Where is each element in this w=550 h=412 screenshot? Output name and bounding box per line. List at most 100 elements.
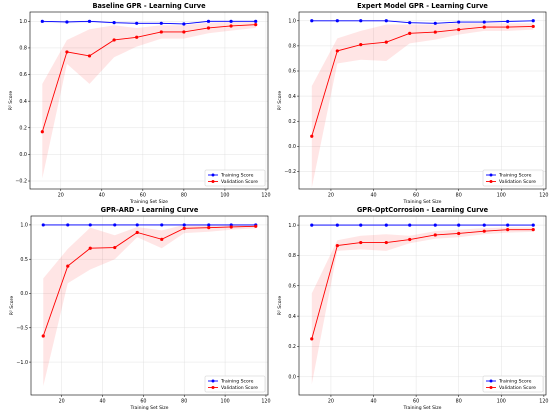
x-tick-label: 80 [456, 193, 462, 199]
data-point-training [113, 223, 117, 227]
data-point-training [433, 223, 437, 227]
data-point-validation [229, 225, 233, 229]
legend-marker-training [489, 173, 493, 177]
data-point-validation [112, 38, 116, 42]
y-axis-label: R² Score [8, 91, 14, 111]
data-point-validation [66, 264, 70, 268]
data-point-validation [206, 26, 211, 30]
legend-label-validation: Validation Score [499, 385, 536, 391]
data-point-validation [359, 43, 363, 47]
y-tick-label: −1.0 [16, 360, 28, 366]
plot-area [310, 223, 535, 385]
data-point-validation [457, 27, 461, 32]
axes-frame [298, 11, 547, 190]
plot-area [41, 223, 258, 387]
chart-panel-2: 20 40 60 80 100 120 −0.2 0.0 0.2 0.4 0.6 0.8 1.0 Expe… [277, 2, 548, 205]
plot-area [40, 19, 258, 179]
legend-label-training: Training Score [498, 379, 532, 385]
legend-marker-validation [489, 386, 493, 389]
chart-panel-1: 20 40 60 80 100 120 −0.2 0.0 0.2 0.4 0.6 0.8 1.0 Base… [8, 2, 271, 205]
data-point-validation [87, 54, 92, 58]
data-point-validation [310, 134, 314, 138]
axes-frame [298, 215, 547, 396]
chart-title: Expert Model GPR - Learning Curve [357, 2, 488, 10]
x-tick-label: 60 [413, 399, 419, 405]
data-point-training [408, 21, 412, 25]
data-point-training [229, 19, 233, 23]
y-tick-label: −0.2 [15, 179, 27, 185]
data-point-training [40, 19, 44, 23]
data-point-training [66, 223, 70, 227]
data-point-training [531, 223, 535, 227]
x-tick-label: 80 [181, 193, 187, 199]
y-tick-label: 0.8 [19, 46, 27, 52]
data-point-validation [482, 25, 486, 29]
legend-box [482, 169, 544, 187]
data-point-validation [135, 35, 139, 39]
data-point-validation [506, 25, 510, 29]
data-point-validation [359, 240, 363, 245]
data-point-training [182, 22, 186, 26]
data-point-validation [182, 30, 186, 34]
data-point-validation [506, 228, 510, 232]
x-tick-label: 40 [99, 193, 105, 199]
y-tick-label: 0.8 [288, 44, 296, 50]
y-tick-label: 0.6 [288, 69, 296, 75]
data-point-training [182, 223, 186, 227]
y-tick-label: 0.0 [19, 152, 27, 158]
x-tick-label: 100 [497, 193, 506, 199]
x-tick-label: 20 [59, 399, 65, 405]
x-tick-label: 100 [497, 399, 506, 405]
data-point-validation [41, 334, 45, 338]
data-point-validation [160, 237, 164, 241]
data-point-validation [135, 230, 139, 235]
axes-frame [30, 215, 269, 396]
data-point-training [482, 223, 486, 227]
y-tick-label: 1.0 [20, 223, 28, 229]
legend-label-validation: Validation Score [221, 179, 258, 185]
data-point-validation [531, 24, 535, 29]
x-tick-label: 120 [261, 193, 270, 199]
data-point-training [506, 19, 510, 24]
x-tick-label: 20 [328, 399, 334, 405]
series-line-training [311, 20, 534, 24]
y-tick-label: 0.2 [19, 125, 27, 131]
legend-marker-validation [211, 386, 215, 389]
y-tick-label: 0.2 [288, 344, 296, 350]
data-point-training [457, 20, 461, 24]
series-line-training [42, 20, 256, 25]
legend-box [204, 169, 266, 187]
series-line-validation [311, 229, 534, 339]
series-line-validation [41, 24, 256, 132]
y-axis-label: R² Score [277, 91, 283, 111]
axes-frame [29, 11, 269, 190]
data-point-validation [207, 226, 211, 230]
x-tick-label: 20 [328, 193, 334, 199]
series-band-validation [311, 227, 534, 385]
data-point-validation [254, 23, 258, 27]
legend-marker-training [211, 379, 215, 383]
data-point-validation [335, 243, 339, 248]
y-tick-label: 0.5 [20, 257, 28, 263]
data-point-training [335, 223, 339, 227]
x-tick-label: 80 [181, 399, 187, 405]
y-tick-label: 1.0 [288, 18, 296, 24]
x-tick-label: 60 [140, 193, 146, 199]
data-point-training [254, 19, 258, 23]
y-tick-label: 0.0 [288, 144, 296, 150]
data-point-validation [310, 337, 314, 341]
data-point-validation [408, 31, 412, 35]
plot-area [310, 19, 535, 188]
data-point-training [65, 20, 69, 24]
data-point-training [457, 223, 461, 227]
legend-label-training: Training Score [220, 173, 254, 179]
x-axis-label: Training Set Size [402, 199, 441, 205]
data-point-training [359, 223, 363, 227]
y-tick-label: 0.4 [19, 99, 27, 105]
x-tick-label: 60 [413, 193, 419, 199]
y-axis-label: R² Score [277, 296, 283, 316]
data-point-training [88, 223, 92, 227]
data-point-training [206, 19, 211, 23]
